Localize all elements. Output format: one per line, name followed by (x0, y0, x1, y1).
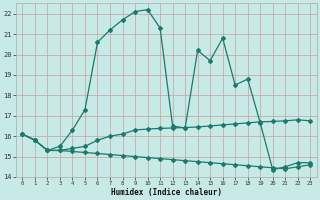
X-axis label: Humidex (Indice chaleur): Humidex (Indice chaleur) (111, 188, 222, 197)
